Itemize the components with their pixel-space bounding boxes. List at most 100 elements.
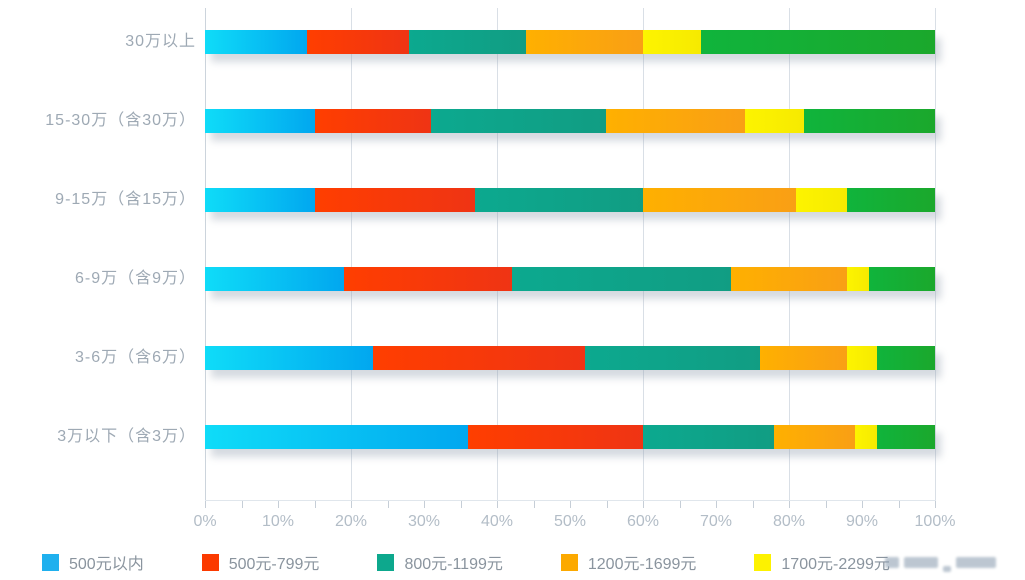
bar-segment-500元以内[interactable] [205,29,308,54]
plot-area [205,8,936,500]
x-tick-label: 10% [261,513,295,530]
axis-tick [241,501,243,508]
bar-segment-800元-1199元[interactable] [475,187,643,212]
bar-segment-unlabeled-green[interactable] [876,424,935,449]
legend: 500元以内 500元-799元 800元-1199元 1200元-1699元 1700… [42,550,948,574]
bar-segment-500元以内[interactable] [205,345,373,370]
bar-segment-1200元-1699元[interactable] [774,424,855,449]
bar-segment-unlabeled-green[interactable] [876,345,935,370]
bar-segment-500元-799元[interactable] [314,187,476,212]
bar-segment-1200元-1699元[interactable] [642,187,797,212]
legend-label: 1200元-1699元 [587,556,697,573]
axis-tick [716,501,717,508]
bar-segment-500元以内[interactable] [205,424,468,449]
bar-segment-1700元-2299元[interactable] [847,266,870,291]
legend-swatch-icon [42,553,59,571]
legend-item[interactable]: 1700元-2299元 [754,550,890,574]
category-label: 15-30万（含30万） [45,111,196,129]
bar-segment-1200元-1699元[interactable] [730,266,848,291]
legend-label: 500元-799元 [228,556,320,573]
x-tick-label: 80% [772,513,806,530]
bar-row [205,424,935,449]
bar-segment-800元-1199元[interactable] [511,266,731,291]
axis-tick [205,501,206,508]
axis-tick [314,501,316,508]
bar-segment-800元-1199元[interactable] [409,29,527,54]
axis-tick [387,501,389,508]
bar-segment-unlabeled-green[interactable] [847,187,935,212]
gridline [643,8,644,500]
axis-tick [533,501,535,508]
bar-segment-800元-1199元[interactable] [431,108,607,133]
category-label: 30万以上 [125,32,196,50]
bar-segment-1700元-2299元[interactable] [847,345,877,370]
legend-item[interactable]: 500元以内 [42,550,144,574]
x-tick-label: 40% [480,513,514,530]
bar-row [205,345,935,370]
x-tick-label: 0% [193,513,217,530]
x-axis-line [205,500,936,501]
bar-segment-1200元-1699元[interactable] [606,108,746,133]
watermark-shape [943,566,951,572]
bar-segment-1200元-1699元[interactable] [526,29,643,54]
category-label: 9-15万（含15万） [55,190,196,208]
bar-segment-500元-799元[interactable] [343,266,512,291]
gridline [935,8,936,500]
bar-segment-800元-1199元[interactable] [584,345,760,370]
legend-label: 800元-1199元 [404,556,503,573]
bar-segment-unlabeled-green[interactable] [869,266,935,291]
watermark-shape [956,556,996,568]
bar-segment-1700元-2299元[interactable] [642,29,702,54]
bar-segment-500元-799元[interactable] [314,108,432,133]
bar-segment-1200元-1699元[interactable] [759,345,848,370]
bar-row [205,29,935,54]
legend-swatch-icon [201,553,219,571]
axis-tick [752,501,754,508]
category-label: 6-9万（含9万） [74,269,196,287]
legend-label: 1700元-2299元 [781,556,890,573]
axis-tick [789,501,790,508]
axis-tick [351,501,352,508]
bar-segment-1700元-2299元[interactable] [745,108,804,133]
legend-swatch-icon [754,553,772,571]
gridline [351,8,352,500]
watermark-shape [885,556,899,568]
x-tick-label: 70% [699,513,733,530]
bar-segment-500元以内[interactable] [205,187,315,212]
watermark-logo-icon [885,552,1003,572]
axis-tick [935,501,936,508]
bar-segment-1700元-2299元[interactable] [796,187,848,212]
bar-segment-unlabeled-green[interactable] [701,29,935,54]
bar-segment-500元-799元[interactable] [372,345,585,370]
axis-tick [424,501,425,508]
x-tick-label: 30% [407,513,441,530]
gridline [789,8,790,500]
axis-tick [862,501,863,508]
axis-tick [278,501,279,508]
x-tick-label: 100% [914,513,956,530]
bar-segment-500元-799元[interactable] [467,424,643,449]
category-label: 3-6万（含6万） [74,348,196,366]
bar-segment-500元-799元[interactable] [307,29,410,54]
axis-tick [825,501,827,508]
bar-row [205,266,935,291]
bar-segment-1700元-2299元[interactable] [854,424,877,449]
bar-row [205,108,935,133]
x-tick-label: 20% [334,513,368,530]
legend-item[interactable]: 500元-799元 [201,550,320,574]
legend-label: 500元以内 [69,556,144,573]
legend-swatch-icon [377,553,395,571]
bar-row [205,187,935,212]
legend-item[interactable]: 800元-1199元 [377,550,503,574]
bar-segment-unlabeled-green[interactable] [803,108,935,133]
legend-item[interactable]: 1200元-1699元 [560,550,697,574]
x-tick-label: 90% [845,513,879,530]
axis-tick [460,501,462,508]
category-label: 3万以下（含3万） [57,427,196,445]
axis-tick [570,501,571,508]
bar-segment-500元以内[interactable] [205,266,344,291]
axis-tick [898,501,900,508]
bar-segment-500元以内[interactable] [205,108,315,133]
bar-segment-800元-1199元[interactable] [642,424,775,449]
